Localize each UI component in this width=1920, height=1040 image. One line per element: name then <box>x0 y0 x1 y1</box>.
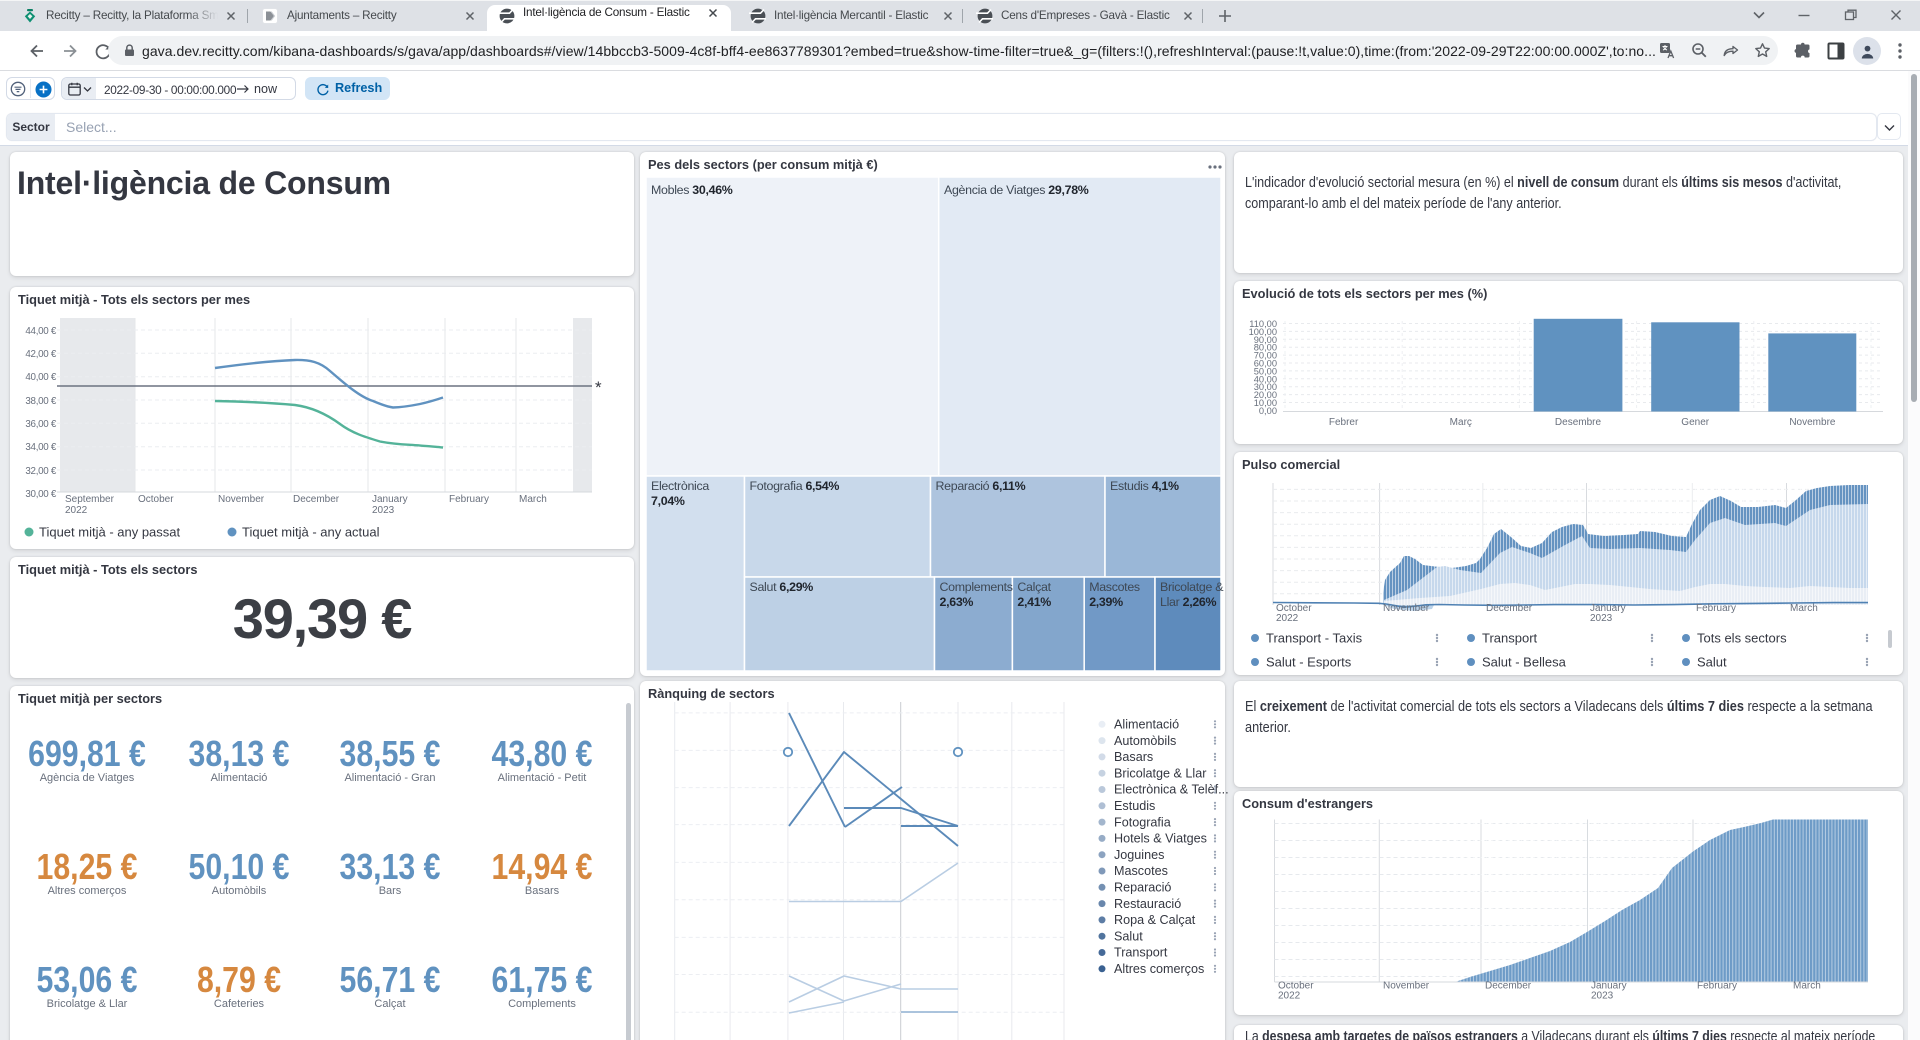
svg-text:Agència de Viatges 29,78%: Agència de Viatges 29,78% <box>944 183 1089 197</box>
svg-text:2023: 2023 <box>372 505 395 516</box>
svg-text:Salut: Salut <box>1697 655 1727 670</box>
svg-text:*: * <box>595 378 602 397</box>
svg-text:Alimentació: Alimentació <box>1114 718 1179 732</box>
svg-text:0,00: 0,00 <box>1259 406 1277 416</box>
svg-text:Electrònica & Telèf...: Electrònica & Telèf... <box>1114 783 1229 797</box>
svg-text:Altres comerços: Altres comerços <box>1114 962 1204 976</box>
svg-text:March: March <box>519 494 547 505</box>
svg-text:7,04%: 7,04% <box>651 494 685 508</box>
svg-text:Mascotes: Mascotes <box>1114 864 1168 878</box>
svg-text:Mobles 30,46%: Mobles 30,46% <box>651 183 733 197</box>
svg-text:30,00: 30,00 <box>1254 382 1277 392</box>
svg-text:Joguines: Joguines <box>1114 848 1164 862</box>
svg-text:60,00: 60,00 <box>1254 359 1277 369</box>
svg-text:February: February <box>449 494 489 505</box>
svg-text:2022: 2022 <box>1278 991 1301 1002</box>
svg-text:Llar 2,26%: Llar 2,26% <box>1160 595 1217 609</box>
svg-text:2,39%: 2,39% <box>1089 595 1123 609</box>
svg-text:Desembre: Desembre <box>1555 417 1602 428</box>
svg-text:Estudis: Estudis <box>1114 799 1155 813</box>
svg-text:Electrònica: Electrònica <box>651 479 709 493</box>
svg-text:Mascotes: Mascotes <box>1089 580 1140 594</box>
svg-text:30,00 €: 30,00 € <box>25 489 56 500</box>
svg-text:November: November <box>1383 603 1430 614</box>
svg-text:Febrer: Febrer <box>1329 417 1359 428</box>
svg-text:Fotografia: Fotografia <box>1114 815 1171 829</box>
svg-text:20,00: 20,00 <box>1254 390 1277 400</box>
svg-text:34,00 €: 34,00 € <box>25 442 56 453</box>
svg-text:36,00 €: 36,00 € <box>25 419 56 430</box>
svg-text:Transport - Taxis: Transport - Taxis <box>1266 631 1363 646</box>
svg-text:Gener: Gener <box>1681 417 1709 428</box>
svg-text:Hotels & Viatges: Hotels & Viatges <box>1114 832 1207 846</box>
svg-text:Reparació 6,11%: Reparació 6,11% <box>936 479 1026 493</box>
svg-text:January: January <box>1591 981 1627 992</box>
svg-text:October: October <box>1278 981 1314 992</box>
svg-text:March: March <box>1790 603 1818 614</box>
svg-text:February: February <box>1696 603 1736 614</box>
svg-text:2,63%: 2,63% <box>940 595 974 609</box>
svg-text:Restauració: Restauració <box>1114 897 1181 911</box>
svg-text:December: December <box>1486 603 1533 614</box>
svg-text:Basars: Basars <box>1114 750 1153 764</box>
svg-text:January: January <box>1590 603 1626 614</box>
svg-text:100,00: 100,00 <box>1249 327 1277 337</box>
svg-text:Transport: Transport <box>1114 946 1168 960</box>
svg-text:40,00: 40,00 <box>1254 374 1277 384</box>
svg-text:Ropa & Calçat: Ropa & Calçat <box>1114 913 1196 927</box>
svg-text:90,00: 90,00 <box>1254 335 1277 345</box>
svg-text:40,00 €: 40,00 € <box>25 372 56 383</box>
svg-text:September: September <box>65 494 115 505</box>
svg-text:Automòbils: Automòbils <box>1114 734 1176 748</box>
svg-text:Novembre: Novembre <box>1789 417 1836 428</box>
svg-text:Tiquet mitjà - any actual: Tiquet mitjà - any actual <box>242 525 380 540</box>
svg-text:Salut - Bellesa: Salut - Bellesa <box>1482 655 1567 670</box>
svg-text:70,00: 70,00 <box>1254 351 1277 361</box>
svg-text:Bricolatge &: Bricolatge & <box>1160 580 1224 594</box>
svg-text:October: October <box>1276 603 1312 614</box>
svg-text:November: November <box>1383 981 1430 992</box>
svg-text:January: January <box>372 494 408 505</box>
svg-text:Tiquet mitjà - any passat: Tiquet mitjà - any passat <box>39 525 181 540</box>
svg-text:Març: Març <box>1450 417 1472 428</box>
svg-text:December: December <box>1485 981 1532 992</box>
svg-text:2023: 2023 <box>1591 991 1614 1002</box>
svg-text:110,00: 110,00 <box>1249 319 1277 329</box>
svg-text:38,00 €: 38,00 € <box>25 396 56 407</box>
svg-text:2023: 2023 <box>1590 613 1613 624</box>
svg-text:February: February <box>1697 981 1737 992</box>
svg-text:32,00 €: 32,00 € <box>25 466 56 477</box>
svg-text:November: November <box>218 494 265 505</box>
svg-text:Salut: Salut <box>1114 929 1143 943</box>
svg-text:March: March <box>1793 981 1821 992</box>
svg-text:2022: 2022 <box>65 505 88 516</box>
svg-text:Tots els sectors: Tots els sectors <box>1697 631 1787 646</box>
svg-text:Complements: Complements <box>940 580 1013 594</box>
svg-text:Calçat: Calçat <box>1017 580 1051 594</box>
svg-text:Bricolatge & Llar: Bricolatge & Llar <box>1114 766 1206 780</box>
svg-text:80,00: 80,00 <box>1254 343 1277 353</box>
svg-text:42,00 €: 42,00 € <box>25 349 56 360</box>
svg-text:Transport: Transport <box>1482 631 1538 646</box>
svg-text:Reparació: Reparació <box>1114 881 1171 895</box>
svg-text:Fotografia 6,54%: Fotografia 6,54% <box>750 479 840 493</box>
svg-text:10,00: 10,00 <box>1254 398 1277 408</box>
svg-text:December: December <box>293 494 340 505</box>
svg-text:Estudis 4,1%: Estudis 4,1% <box>1110 479 1179 493</box>
svg-text:Salut - Esports: Salut - Esports <box>1266 655 1352 670</box>
svg-text:44,00 €: 44,00 € <box>25 326 56 337</box>
svg-text:50,00: 50,00 <box>1254 366 1277 376</box>
svg-text:2022: 2022 <box>1276 613 1299 624</box>
svg-text:Salut 6,29%: Salut 6,29% <box>750 580 814 594</box>
svg-text:2,41%: 2,41% <box>1017 595 1051 609</box>
svg-text:October: October <box>138 494 174 505</box>
